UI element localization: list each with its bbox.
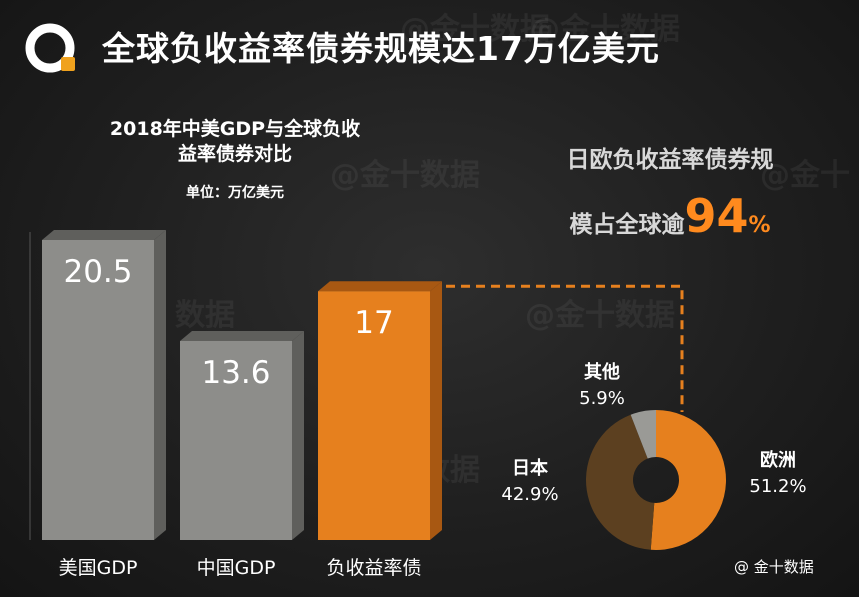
bar-chart-title-line-2: 益率债券对比 <box>177 143 292 165</box>
bar-0 <box>42 240 154 540</box>
connector-dashed-line <box>446 284 684 412</box>
watermark-3: @金十数据 <box>330 158 480 193</box>
watermark-2: @金十数据 <box>530 12 680 47</box>
bar-chart-title-line-1: 2018年中美GDP与全球负收 <box>109 118 361 140</box>
bar-1 <box>180 340 292 540</box>
donut-slice-name-2: 其他 <box>584 361 620 383</box>
bar-top-2 <box>318 281 442 292</box>
bar-category-label-2: 负收益率债 <box>326 557 421 579</box>
bar-chart-title: 2018年中美GDP与全球负收 益率债券对比 <box>0 117 470 167</box>
donut-title-line-2: 模占全球逾94% <box>520 188 820 254</box>
watermark-5: @金十数据 <box>525 298 675 333</box>
donut-title-prefix: 模占全球逾 <box>569 212 685 238</box>
bar-category-label-1: 中国GDP <box>197 557 276 579</box>
bar-side-1 <box>292 330 304 540</box>
bar-value-label-0: 20.5 <box>63 254 132 290</box>
donut-title-suffix: % <box>748 213 771 238</box>
donut-slice-value-1: 42.9% <box>501 484 558 505</box>
donut-slice-value-0: 51.2% <box>749 476 806 497</box>
watermark-7: @金十 <box>760 158 850 193</box>
bar-side-2 <box>430 281 442 540</box>
source-credit: @ 金十数据 <box>734 558 814 576</box>
watermark-1: @金十数据 <box>400 12 550 47</box>
donut-slice-name-1: 日本 <box>512 457 548 479</box>
bar-value-label-1: 13.6 <box>201 355 270 391</box>
bar-side-0 <box>154 230 166 540</box>
brand-logo-icon <box>25 23 75 73</box>
donut-slice-name-0: 欧洲 <box>760 449 796 471</box>
donut-slice-2 <box>630 410 656 459</box>
bar-top-0 <box>42 230 166 240</box>
donut-chart-title: 日欧负收益率债券规 模占全球逾94% <box>520 132 820 254</box>
unit-label: 单位：万亿美元 <box>186 185 284 201</box>
bar-2 <box>318 291 430 540</box>
donut-title-line-1: 日欧负收益率债券规 <box>566 147 774 173</box>
bar-top-1 <box>180 330 304 341</box>
bar-category-label-0: 美国GDP <box>59 557 138 579</box>
bar-value-label-2: 17 <box>354 305 393 341</box>
donut-title-highlight: 94 <box>684 189 749 243</box>
watermark-4: 数据 <box>175 298 235 333</box>
page-title: 全球负收益率债券规模达17万亿美元 <box>102 29 660 68</box>
donut-slice-0 <box>650 410 726 551</box>
donut-slice-value-2: 5.9% <box>579 388 625 409</box>
donut-slice-1 <box>586 414 655 550</box>
